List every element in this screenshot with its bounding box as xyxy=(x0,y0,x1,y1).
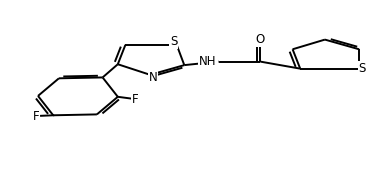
Text: S: S xyxy=(170,35,177,48)
Text: NH: NH xyxy=(199,55,217,68)
Text: F: F xyxy=(131,93,138,106)
Text: O: O xyxy=(256,33,265,46)
Text: F: F xyxy=(33,110,40,123)
Text: S: S xyxy=(358,62,366,75)
Text: N: N xyxy=(149,71,158,84)
